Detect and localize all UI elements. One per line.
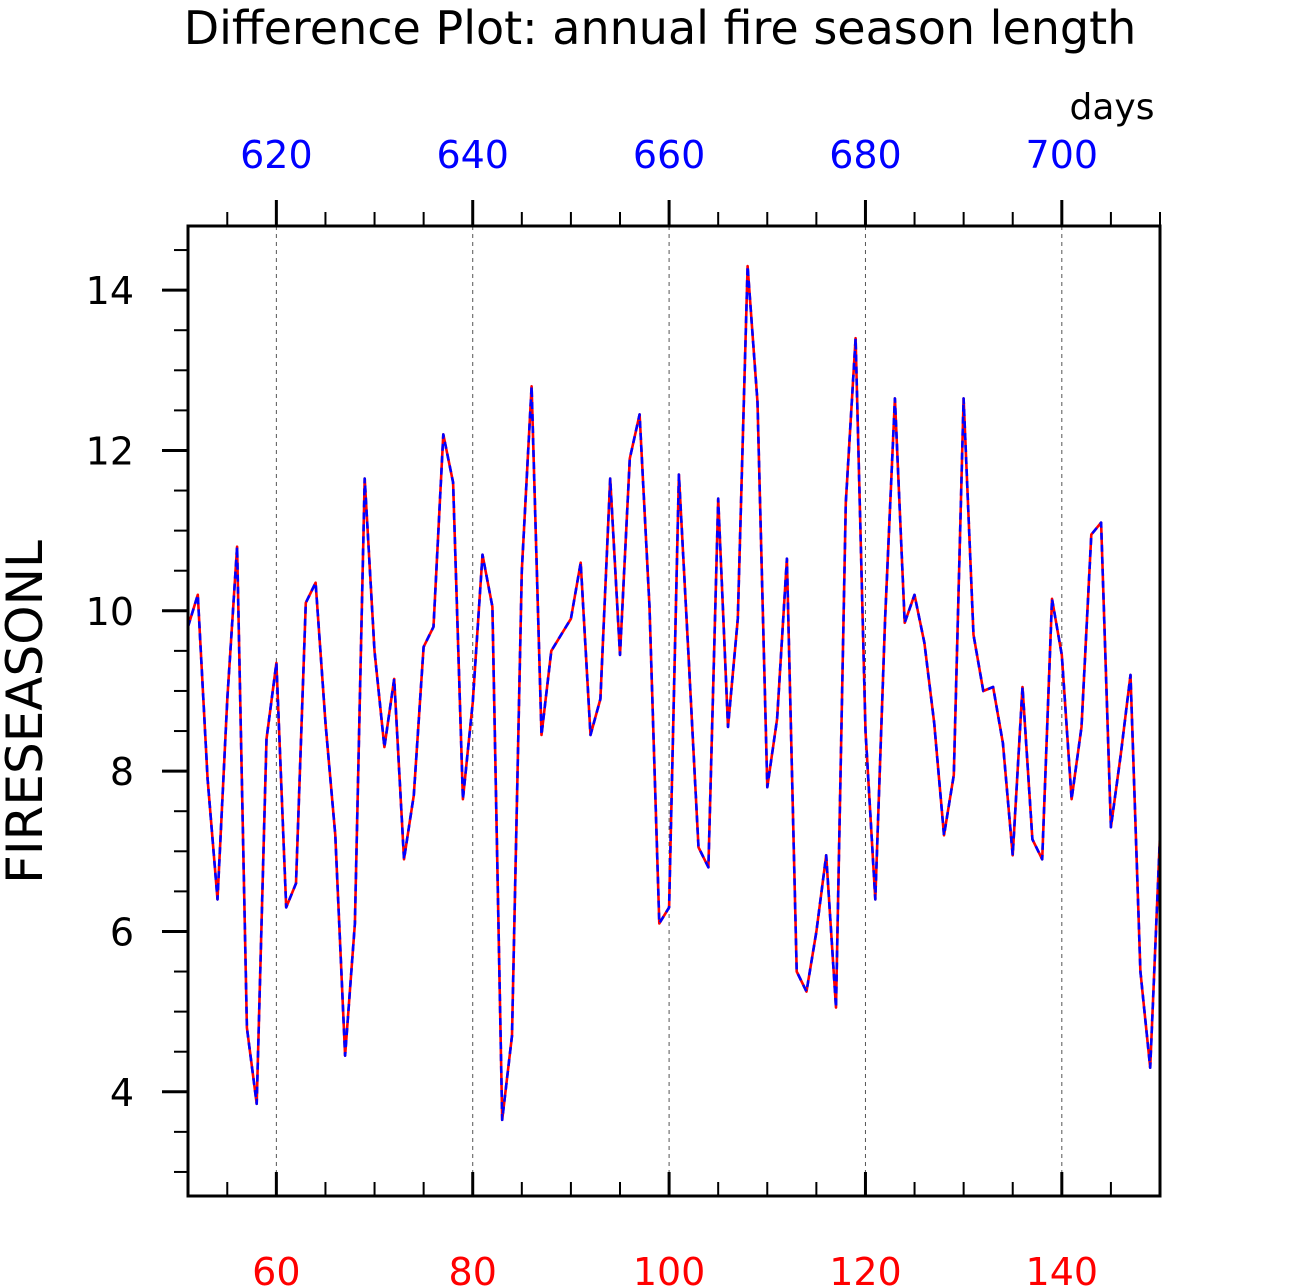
- x-tick-label-bottom: 100: [633, 1250, 706, 1287]
- x-tick-label-bottom: 120: [829, 1250, 902, 1287]
- axes: 60 80 100 120 140 620 640 660 680 700 4 6 8 10 12 14: [86, 133, 1162, 1287]
- y-tick-label: 10: [86, 590, 134, 634]
- x-tick-label-top: 700: [1026, 133, 1099, 177]
- x-tick-label-bottom: 60: [252, 1250, 300, 1287]
- x-tick-label-bottom: 140: [1026, 1250, 1099, 1287]
- plot-frame: [186, 224, 1162, 1198]
- top-axis-unit-label: days: [1070, 87, 1155, 128]
- y-tick-label: 14: [86, 269, 134, 313]
- y-tick-label: 8: [110, 750, 134, 794]
- y-tick-label: 4: [110, 1071, 134, 1115]
- x-tick-label-top: 680: [829, 133, 902, 177]
- chart-title: Difference Plot: annual fire season leng…: [184, 1, 1137, 55]
- y-axis-label: FIRESEASONL: [0, 540, 54, 884]
- series-lines: [186, 264, 1162, 1122]
- y-tick-label: 6: [110, 910, 134, 954]
- x-tick-label-top: 640: [436, 133, 509, 177]
- x-tick-label-bottom: 80: [449, 1250, 497, 1287]
- grid-lines: [275, 226, 1063, 1196]
- x-tick-label-top: 660: [633, 133, 706, 177]
- x-tick-label-top: 620: [240, 133, 313, 177]
- series-line-2: [186, 264, 1162, 1122]
- y-tick-label: 12: [86, 429, 134, 473]
